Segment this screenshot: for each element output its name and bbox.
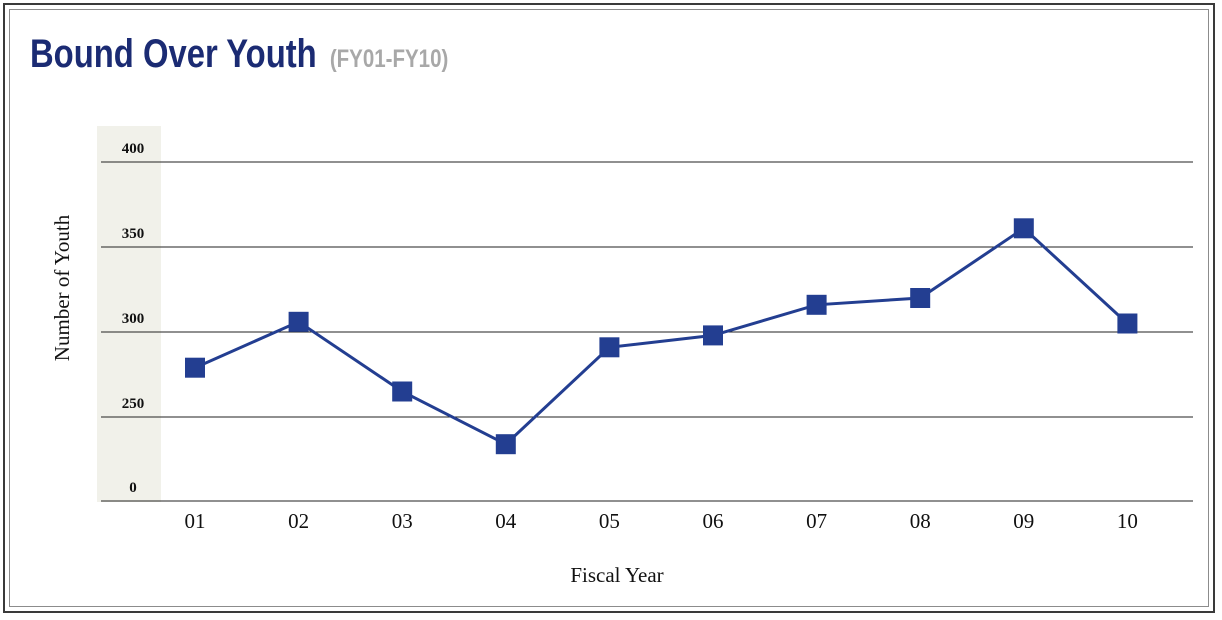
y-axis-band <box>97 126 161 502</box>
x-axis-label: Fiscal Year <box>570 563 663 587</box>
x-tick-label: 01 <box>185 509 206 533</box>
chart-title-text: Bound Over Youth <box>30 32 317 76</box>
data-point <box>1117 313 1138 334</box>
x-tick-label: 09 <box>1013 509 1034 533</box>
data-point <box>185 357 205 378</box>
data-point <box>806 294 827 315</box>
data-point <box>288 311 309 332</box>
x-tick-labels: 01 02 03 04 05 06 07 08 09 10 <box>185 509 1138 533</box>
x-tick-label: 10 <box>1117 509 1138 533</box>
x-tick-label: 05 <box>599 509 620 533</box>
x-tick-label: 02 <box>288 509 309 533</box>
x-tick-label: 07 <box>806 509 827 533</box>
chart-subtitle: (FY01-FY10) <box>329 45 449 73</box>
chart-frame-inner <box>9 9 1209 607</box>
data-point <box>495 434 516 455</box>
y-tick-label: 0 <box>129 480 137 496</box>
x-tick-label: 08 <box>910 509 931 533</box>
chart-title: Bound Over Youth (FY01-FY10) <box>30 34 448 74</box>
data-point <box>703 325 723 346</box>
gridlines <box>101 161 1193 502</box>
chart-frame <box>3 3 1215 613</box>
data-points <box>185 218 1138 455</box>
data-point <box>910 288 931 308</box>
data-point <box>1013 218 1034 239</box>
y-tick-label: 300 <box>122 311 145 327</box>
series-line <box>194 226 1129 447</box>
y-tick-label: 400 <box>122 141 145 157</box>
y-axis-label: Number of Youth <box>50 214 74 361</box>
data-point <box>599 337 620 358</box>
y-tick-label: 250 <box>122 396 145 412</box>
x-tick-label: 03 <box>392 509 413 533</box>
y-tick-label: 350 <box>122 226 145 242</box>
data-point <box>392 381 413 402</box>
x-tick-label: 04 <box>495 509 517 533</box>
y-tick-labels: 400 350 300 250 0 <box>122 141 145 496</box>
x-tick-label: 06 <box>703 509 724 533</box>
